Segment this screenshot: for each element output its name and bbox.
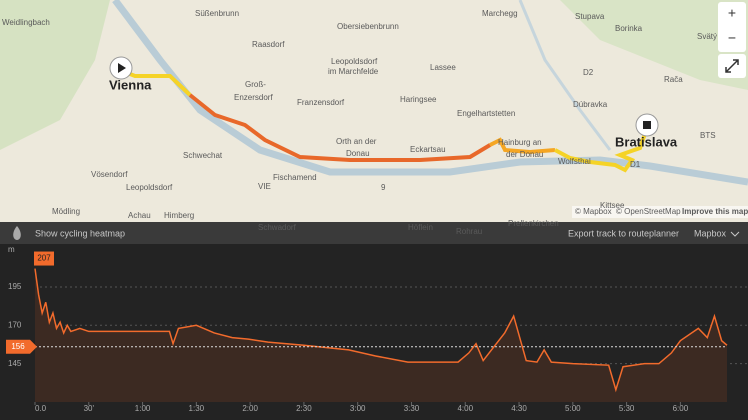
map-label: Rohrau (456, 227, 482, 236)
zoom-out[interactable]: − (728, 30, 736, 46)
map-label: Franzensdorf (297, 98, 345, 107)
map-label: Engelhartstetten (457, 109, 515, 118)
route (554, 124, 650, 173)
map-label: Rača (664, 75, 683, 84)
x-tick-label: 4:30 (511, 404, 527, 413)
x-tick-label: 5:30 (619, 404, 635, 413)
map-label: Dúbravka (573, 100, 608, 109)
map-label: Himberg (164, 211, 194, 220)
forest (0, 0, 110, 150)
mean-tag (6, 339, 37, 354)
dropdown-icon (730, 231, 740, 237)
export-link[interactable]: Export track to routeplanner (568, 228, 679, 238)
attribution[interactable]: Improve this map (682, 207, 748, 216)
map-label: Vösendorf (91, 170, 128, 179)
x-tick-label: 0.0 (35, 404, 47, 413)
toolbar (0, 222, 748, 244)
map-label: 9 (381, 183, 386, 192)
map-label: D1 (630, 160, 641, 169)
map-label: Schwechat (183, 151, 223, 160)
map-label: Eckartsau (410, 145, 446, 154)
map: + − © Mapbox © OpenStreetMap Improve thi… (0, 0, 748, 222)
map-label: Vienna (109, 77, 152, 92)
route (188, 93, 492, 162)
map-label: Stupava (575, 12, 605, 21)
map-label: Weidlingbach (2, 18, 50, 27)
heatmap-toggle[interactable]: Show cycling heatmap (35, 228, 125, 238)
stop-icon (643, 121, 651, 129)
map-label: Schwadorf (258, 223, 297, 232)
map-label: Leopoldsdorf (126, 183, 173, 192)
map-label: Haringsee (400, 95, 437, 104)
elevation-chart: m 145 170 195 0.0 30' 1:00 1:30 2:00 2:30 3:00 3:30… (6, 245, 748, 413)
map-label: Hainburg an (498, 138, 542, 147)
route (489, 137, 556, 155)
map-label: Lassee (430, 63, 456, 72)
map-label: Prellenkirchen (508, 219, 559, 228)
map-label: Orth an der (336, 137, 377, 146)
fullscreen-icon (725, 59, 739, 73)
map-label: Marchegg (482, 9, 518, 18)
map-style[interactable]: Mapbox (694, 228, 727, 238)
elevation-line (34, 268, 728, 393)
heatmap-icon (13, 226, 21, 240)
map-label: Kittsee (600, 201, 625, 210)
forest (560, 0, 748, 90)
map-label: Höflein (408, 223, 433, 232)
map-label: der Donau (506, 150, 543, 159)
map-label: BTS (700, 131, 716, 140)
map-label: Süßenbrunn (195, 9, 239, 18)
y-tick-label: 195 (8, 282, 22, 291)
map-label: Obersiebenbrunn (337, 22, 399, 31)
x-tick-label: 6:00 (673, 404, 689, 413)
x-tick-label: 2:30 (296, 404, 312, 413)
y-tick-label: 170 (8, 320, 22, 329)
map-label: Enzersdorf (234, 93, 273, 102)
river (518, 0, 612, 151)
map-label: Wolfsthal (558, 157, 591, 166)
map-label: Mödling (52, 207, 80, 216)
x-tick-label: 4:00 (457, 404, 473, 413)
max-label: 207 (37, 254, 51, 263)
mean-label: 156 (11, 342, 25, 351)
map-label: Leopoldsdorf (331, 57, 378, 66)
map-label: Bratislava (615, 134, 678, 149)
y-tick-label: 145 (8, 359, 22, 368)
map-label: im Marchfelde (328, 67, 379, 76)
attribution-bg (572, 206, 748, 218)
x-tick-label: 30' (84, 404, 95, 413)
y-unit: m (8, 245, 15, 254)
x-tick-label: 5:00 (565, 404, 581, 413)
play-icon (118, 63, 126, 73)
map-label: Achau (128, 211, 151, 220)
zoom-control (718, 2, 746, 52)
map-label: D2 (583, 68, 594, 77)
map-label: VIE (258, 182, 271, 191)
x-tick-label: 3:30 (404, 404, 420, 413)
elevation-area (35, 268, 727, 402)
zoom-in[interactable]: + (728, 5, 736, 21)
map-label: Donau (346, 149, 370, 158)
map-label: Svätý (697, 32, 717, 41)
map-label: Raasdorf (252, 40, 285, 49)
x-tick-label: 2:00 (242, 404, 258, 413)
attribution[interactable]: © Mapbox (575, 207, 612, 216)
map-label: Borinka (615, 24, 643, 33)
map-label: Groß- (245, 80, 266, 89)
attribution[interactable]: © OpenStreetMap (616, 207, 681, 216)
x-tick-label: 1:30 (189, 404, 205, 413)
x-tick-label: 3:00 (350, 404, 366, 413)
map-label: Fischamend (273, 173, 317, 182)
x-tick-label: 1:00 (135, 404, 151, 413)
max-tag (34, 251, 54, 266)
